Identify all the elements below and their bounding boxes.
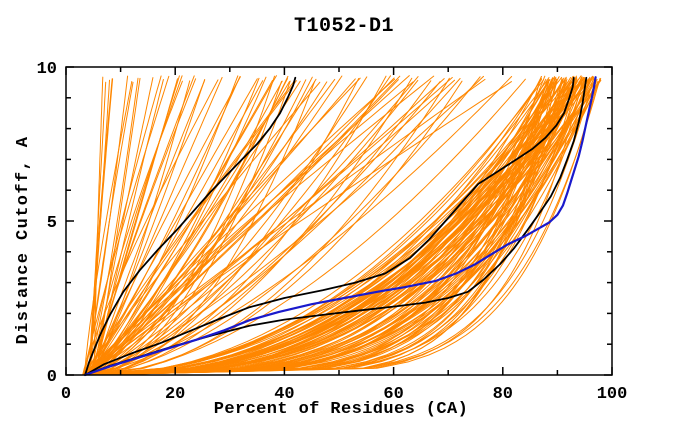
ensemble-curve — [93, 79, 545, 376]
y-tick-label: 5 — [47, 214, 57, 233]
ensemble-curve — [83, 76, 583, 376]
highlight-curve — [84, 76, 588, 376]
ensemble-curve — [88, 78, 258, 376]
x-tick-label: 40 — [274, 385, 294, 404]
ensemble-curve — [84, 81, 414, 376]
ensemble-curve — [94, 78, 563, 376]
ensemble-curve — [92, 77, 154, 376]
ensemble-curve — [93, 75, 577, 376]
highlight-curve — [84, 76, 575, 376]
axes: 0 20 40 60 80 100 0 5 10 — [37, 60, 628, 404]
ensemble-curve — [85, 77, 578, 376]
ensemble-curve — [88, 77, 413, 376]
ensemble-curve — [85, 77, 586, 376]
ensemble-curve — [92, 78, 542, 376]
ensemble-curve — [84, 79, 206, 376]
y-axis-label: Distance Cutoff, A — [14, 136, 33, 345]
ensemble-curve — [88, 80, 264, 376]
ensemble-curve — [83, 77, 260, 376]
ensemble-curve — [86, 81, 441, 376]
ensemble-curve — [94, 78, 288, 376]
x-tick-label: 80 — [493, 385, 513, 404]
ensemble-curve — [93, 75, 410, 376]
ensemble-curve — [87, 78, 336, 376]
ensemble-curve — [94, 77, 141, 376]
ensemble-curve — [82, 78, 356, 376]
ensemble-curve — [82, 79, 219, 376]
ensemble-curve — [85, 78, 578, 376]
ensemble-curve — [88, 81, 548, 376]
x-tick-label: 60 — [383, 385, 403, 404]
ensemble-curve — [86, 79, 584, 376]
ensemble-curve — [91, 76, 241, 376]
ensemble-curve — [86, 77, 596, 376]
ensemble-curve — [88, 75, 387, 376]
curves-layer — [81, 75, 602, 377]
highlight-curve — [84, 76, 297, 376]
ensemble-curve — [86, 76, 555, 376]
ensemble-curve — [93, 77, 223, 376]
ensemble-curve — [86, 76, 585, 376]
ensemble-curve — [87, 78, 445, 376]
x-tick-label: 20 — [165, 385, 185, 404]
ensemble-curve — [94, 78, 589, 376]
ensemble-curve — [85, 77, 139, 376]
ensemble-curve — [92, 75, 343, 376]
ensemble-curve — [91, 79, 552, 376]
ensemble-curve — [88, 75, 484, 376]
ensemble-curve — [84, 81, 133, 376]
x-tick-label: 100 — [597, 385, 628, 404]
ensemble-curve — [91, 78, 597, 376]
ensemble-curve — [85, 76, 241, 376]
chart-title: T1052-D1 — [294, 15, 394, 38]
ensemble-curve — [94, 78, 360, 376]
ensemble-curve — [93, 79, 206, 376]
ensemble-curve — [95, 81, 571, 376]
ensemble-curve — [82, 81, 567, 376]
ensemble-curve — [83, 75, 170, 376]
ensemble-curve — [88, 81, 134, 376]
ensemble-curve — [91, 78, 178, 376]
ensemble-curve — [90, 81, 577, 376]
ensemble-curve — [93, 81, 599, 376]
ensemble-curve — [90, 78, 317, 376]
ensemble-curve — [89, 76, 583, 376]
ensemble-curve — [88, 79, 110, 376]
ensemble-curve — [84, 81, 588, 376]
ensemble-curve — [85, 79, 602, 376]
ensemble-curve — [90, 76, 481, 376]
y-tick-label: 0 — [47, 368, 57, 387]
ensemble-curve — [84, 81, 328, 376]
x-axis-label: Percent of Residues (CA) — [214, 400, 468, 419]
y-tick-label: 10 — [37, 60, 57, 79]
ensemble-curve — [83, 79, 296, 376]
ensemble-curve — [90, 80, 297, 376]
x-tick-label: 0 — [61, 385, 71, 404]
best-model-curve — [83, 76, 597, 377]
ensemble-curve — [92, 75, 391, 376]
ensemble-curve — [93, 78, 526, 376]
ensemble-curve — [89, 80, 282, 376]
ensemble-curve — [85, 81, 590, 376]
ensemble-curve — [84, 76, 368, 376]
ensemble-curve — [93, 76, 419, 376]
ensemble-curve — [85, 81, 578, 376]
ensemble-curve — [87, 75, 239, 376]
ensemble-curve — [94, 79, 455, 376]
ensemble-curve — [87, 75, 275, 376]
ensemble-curve — [87, 75, 162, 376]
ensemble-curve — [91, 76, 577, 376]
